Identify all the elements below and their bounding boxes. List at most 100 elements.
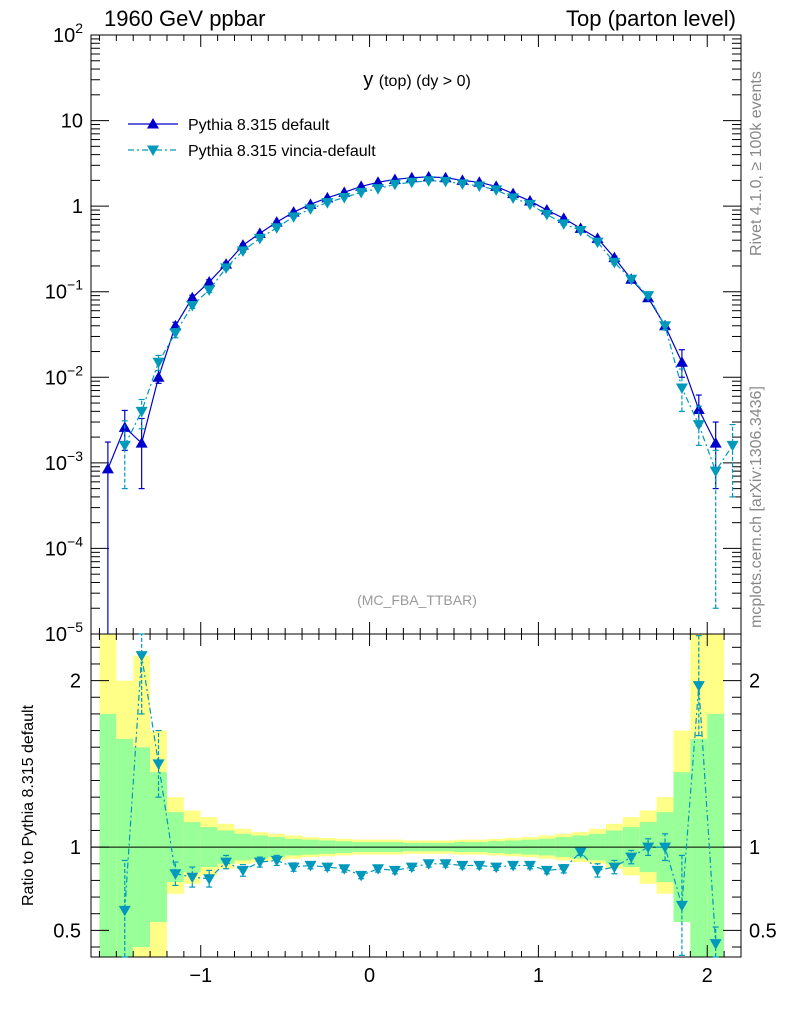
ratio-point-vincia	[355, 870, 368, 882]
data-point-vincia	[372, 184, 385, 195]
ratio-point-vincia	[372, 864, 385, 875]
series-default-line	[107, 176, 717, 470]
ratio-point-vincia	[692, 681, 705, 692]
data-point-vincia	[709, 466, 722, 478]
data-point-vincia	[726, 440, 739, 452]
ratio-point-vincia	[405, 862, 418, 874]
header-right-label: Top (parton level)	[566, 6, 736, 31]
ratio-point-vincia	[456, 860, 469, 872]
data-point-vincia	[270, 223, 283, 234]
data-point-vincia	[355, 187, 368, 199]
y-tick-label: 102	[53, 20, 83, 47]
ratio-point-vincia	[574, 847, 587, 859]
ratio-point-vincia	[236, 865, 249, 877]
y-tick-label: 10−2	[45, 362, 83, 389]
y-tick-label: 1	[72, 196, 83, 218]
data-point-vincia	[118, 440, 131, 452]
ratio-point-vincia	[507, 860, 520, 872]
x-tick-label: −1	[189, 965, 212, 987]
header-left-label: 1960 GeV ppbar	[104, 6, 266, 31]
data-point-default	[135, 437, 148, 448]
data-series	[101, 118, 739, 958]
data-point-vincia	[405, 177, 418, 189]
ratio-point-vincia	[169, 869, 182, 880]
ratio-point-vincia	[675, 900, 688, 912]
ratio-point-vincia	[220, 857, 233, 869]
ratio-frame	[90, 633, 742, 958]
y-tick-label: 10−4	[45, 533, 83, 560]
ratio-point-vincia	[523, 860, 536, 872]
ratio-point-vincia	[152, 759, 165, 770]
axis-labels: −1 0 1 2 10−5 10−4 10−3 10−2 10−1 1 10 102 0.5 0.5 1 1 2…	[45, 20, 777, 987]
data-point-vincia	[135, 406, 148, 418]
data-point-vincia	[540, 209, 553, 221]
legend-marker-vincia	[147, 145, 159, 156]
ratio-point-vincia	[135, 651, 148, 662]
data-point-default	[675, 356, 688, 367]
data-point-vincia	[659, 321, 672, 332]
data-point-vincia	[169, 328, 182, 339]
ratio-point-vincia	[304, 860, 317, 872]
ratio-tick-label-left: 1	[70, 837, 81, 859]
data-point-vincia	[203, 285, 216, 296]
plot-title: y (top) (dy > 0)	[363, 69, 471, 91]
data-point-vincia	[220, 263, 233, 274]
ratio-point-vincia	[659, 842, 672, 854]
ratio-point-vincia	[625, 852, 638, 864]
ratio-point-vincia	[642, 842, 655, 854]
band-inner-bin	[690, 738, 708, 957]
data-point-vincia	[642, 291, 655, 302]
legend-entry: Pythia 8.315 vincia-default	[188, 143, 376, 160]
data-point-vincia	[439, 176, 452, 188]
data-point-vincia	[321, 198, 334, 209]
legend-marker-default	[147, 118, 159, 129]
ratio-tick-label-left: 2	[70, 671, 81, 693]
data-point-vincia	[608, 257, 621, 269]
data-point-vincia	[591, 237, 604, 249]
data-point-vincia	[186, 301, 199, 312]
data-point-vincia	[523, 199, 536, 211]
data-point-vincia	[287, 212, 300, 223]
ratio-tick-label-left: 0.5	[53, 920, 81, 942]
ratio-point-vincia	[338, 864, 351, 875]
ratio-point-vincia	[186, 872, 199, 884]
data-point-vincia	[422, 176, 435, 187]
data-point-vincia	[557, 219, 570, 230]
y-tick-label: 10−3	[45, 448, 83, 475]
data-point-vincia	[625, 274, 638, 286]
axes-frames	[90, 34, 742, 958]
ratio-point-vincia	[270, 855, 283, 867]
ratio-point-vincia	[608, 862, 621, 874]
data-point-vincia	[574, 225, 587, 237]
ratio-point-vincia	[287, 862, 300, 874]
data-point-default	[186, 291, 199, 303]
data-point-vincia	[507, 193, 520, 204]
data-point-vincia	[253, 233, 266, 245]
data-point-default	[101, 462, 114, 474]
ratio-tick-label-right: 0.5	[749, 920, 777, 942]
ratio-vincia-line	[124, 655, 717, 944]
ratio-point-vincia	[203, 874, 216, 885]
data-point-vincia	[338, 193, 351, 204]
data-point-vincia	[675, 383, 688, 394]
band-inner-bin	[99, 713, 117, 957]
ratio-point-vincia	[388, 865, 401, 877]
data-point-vincia	[304, 204, 317, 215]
data-point-vincia	[456, 179, 469, 190]
ratio-point-vincia	[490, 862, 503, 874]
x-tick-label: 0	[364, 965, 375, 987]
data-point-default	[203, 275, 216, 287]
ratio-point-vincia	[709, 939, 722, 950]
ratio-point-vincia	[439, 859, 452, 870]
analysis-watermark: (MC_FBA_TTBAR)	[357, 592, 477, 608]
ratio-point-vincia	[557, 864, 570, 875]
series-vincia-line	[124, 180, 734, 473]
band-inner-bin	[116, 738, 134, 957]
y-tick-label: 10	[61, 111, 83, 133]
data-point-default	[709, 437, 722, 448]
data-point-default	[372, 176, 385, 187]
ratio-point-vincia	[253, 857, 266, 869]
data-point-vincia	[473, 181, 486, 192]
data-point-vincia	[152, 357, 165, 369]
